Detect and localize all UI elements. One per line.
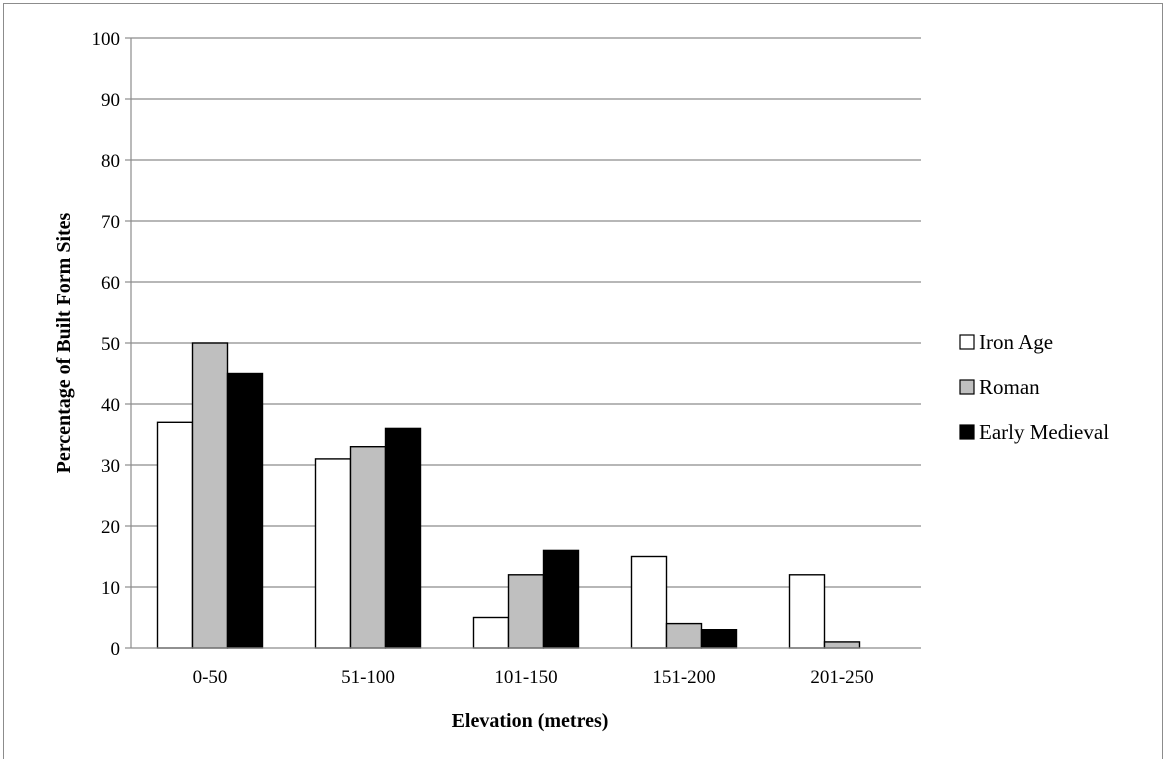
y-tick-label: 50 [101, 334, 120, 355]
x-tick-label: 151-200 [652, 667, 715, 688]
y-axis-title: Percentage of Built Form Sites [53, 212, 75, 473]
bar-roman-101-150 [507, 574, 545, 649]
bar-iron-age-101-150 [472, 616, 510, 649]
bar-iron-age-51-100 [314, 458, 352, 649]
y-axis-tick-labels: 0 10 20 30 40 50 60 70 80 90 100 [92, 29, 121, 660]
bar-early-medieval-151-200 [700, 629, 738, 649]
bar-roman-151-200 [665, 622, 703, 649]
x-tick-label: 101-150 [494, 667, 557, 688]
legend-swatch-early-medieval [959, 424, 975, 440]
y-tick-label: 90 [101, 90, 120, 111]
y-tick-label: 10 [101, 578, 120, 599]
bar-early-medieval-0-50 [226, 372, 264, 649]
legend-swatch-iron-age [959, 334, 975, 350]
bar-iron-age-201-250 [788, 574, 826, 649]
legend-swatch-roman [959, 379, 975, 395]
x-axis-tick-labels: 0-50 51-100 101-150 151-200 201-250 [193, 667, 874, 688]
legend-label: Iron Age [979, 330, 1053, 354]
legend-label: Early Medieval [979, 420, 1109, 444]
bar-early-medieval-51-100 [384, 427, 422, 649]
bar-iron-age-151-200 [630, 555, 668, 649]
y-tick-label: 60 [101, 273, 120, 294]
bar-early-medieval-101-150 [542, 549, 580, 649]
legend-label: Roman [979, 375, 1040, 399]
bar-iron-age-0-50 [156, 421, 194, 649]
x-tick-label: 201-250 [810, 667, 873, 688]
bar-roman-0-50 [191, 342, 229, 649]
y-tick-label: 20 [101, 517, 120, 538]
bar-roman-201-250 [823, 641, 861, 649]
legend: Iron Age Roman Early Medieval [959, 330, 1109, 444]
y-tick-label: 70 [101, 212, 120, 233]
x-axis-title: Elevation (metres) [452, 710, 609, 732]
axes [125, 37, 921, 649]
y-tick-label: 40 [101, 395, 120, 416]
y-tick-label: 30 [101, 456, 120, 477]
bars [156, 342, 861, 649]
x-tick-label: 0-50 [193, 667, 228, 688]
bar-roman-51-100 [349, 446, 387, 649]
y-tick-label: 0 [111, 639, 121, 660]
y-tick-label: 80 [101, 151, 120, 172]
y-tick-label: 100 [92, 29, 121, 50]
x-tick-label: 51-100 [341, 667, 395, 688]
